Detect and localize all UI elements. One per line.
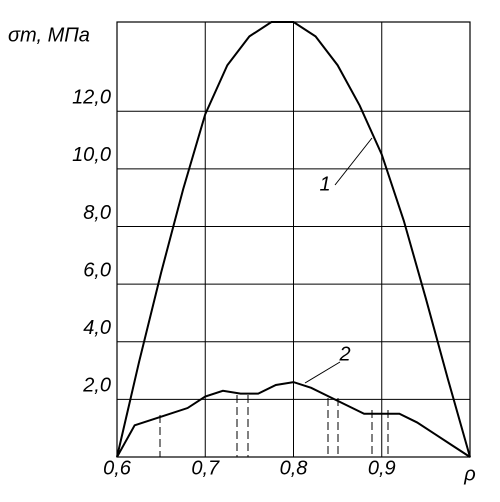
- x-tick-label: 0,6: [103, 457, 132, 479]
- x-tick-label: 0,9: [368, 457, 396, 479]
- y-tick-label: 2,0: [82, 375, 111, 397]
- y-axis-label: σт, МПа: [8, 24, 90, 46]
- x-tick-label: 0,7: [191, 457, 220, 479]
- y-tick-label: 8,0: [83, 202, 111, 224]
- y-tick-label: 10,0: [72, 144, 111, 166]
- y-tick-label: 4,0: [83, 317, 111, 339]
- y-tick-label: 12,0: [72, 87, 111, 109]
- x-tick-label: 0,8: [280, 457, 308, 479]
- annotation: 1: [319, 173, 330, 195]
- x-axis-label: ρ: [463, 463, 475, 485]
- dashed-marks: [159, 395, 389, 457]
- annotation: 2: [338, 343, 350, 365]
- data-line: [116, 21, 471, 458]
- annotation-leader: [334, 137, 373, 186]
- annotation-leader: [304, 361, 341, 384]
- data-line: [116, 381, 471, 458]
- y-tick-label: 6,0: [83, 259, 111, 281]
